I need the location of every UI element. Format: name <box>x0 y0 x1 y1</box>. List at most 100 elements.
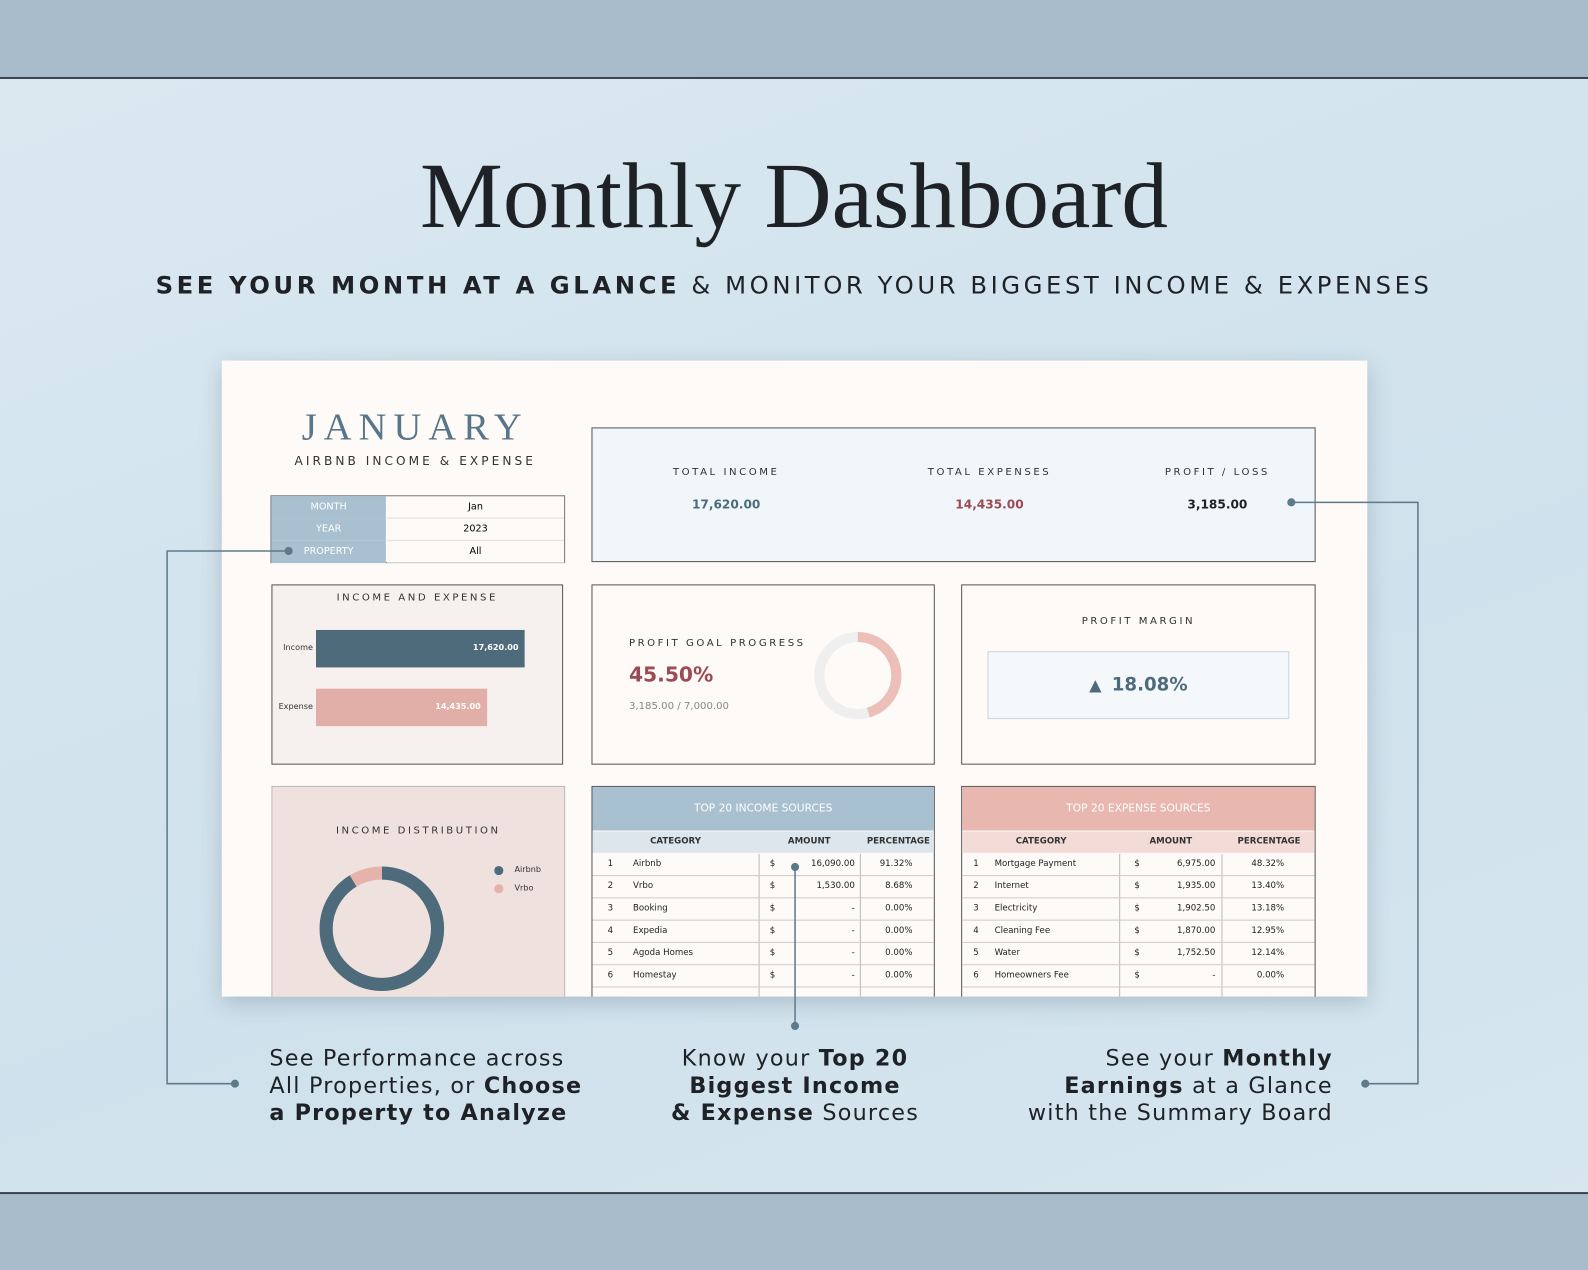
table-cell: 12.14% <box>1251 947 1285 959</box>
table-cell: Electricity <box>994 903 1038 914</box>
title: Monthly Dashboard <box>420 143 1168 248</box>
callout-line: & Expense Sources <box>592 1100 997 1127</box>
summary-value: 14,435.00 <box>955 497 1024 512</box>
column-header-row <box>962 831 1315 853</box>
table-cell: 48.32% <box>1251 858 1285 869</box>
callout-text: All Properties, or <box>269 1073 484 1099</box>
row-rule <box>592 875 934 877</box>
table-cell: - <box>851 925 855 936</box>
connector-dot <box>230 1079 240 1088</box>
column-header: CATEGORY <box>650 836 701 847</box>
table-cell: 3 <box>607 903 614 914</box>
row-rule <box>962 964 1315 966</box>
table-cell: 5 <box>973 947 979 959</box>
table-cell: - <box>851 970 855 981</box>
table-cell: $ <box>769 947 776 959</box>
panel-title: PROFIT GOAL PROGRESS <box>628 638 806 650</box>
table-cell: 12.95% <box>1251 925 1285 936</box>
donut-arc <box>814 631 902 720</box>
expense-table: TOP 20 EXPENSE SOURCES CATEGORY AMOUNT PERC… <box>961 785 1316 997</box>
filter-table: MONTH Jan YEAR 2023 PROPERTY All <box>270 495 566 565</box>
summary-label: TOTAL INCOME <box>672 466 780 479</box>
table-title: TOP 20 INCOME SOURCES <box>592 786 934 831</box>
table-cell: $ <box>1134 903 1140 914</box>
column-header: AMOUNT <box>787 836 831 847</box>
row-rule <box>592 986 934 988</box>
table-cell: Homestay <box>633 970 677 981</box>
panel-title: INCOME AND EXPENSE <box>336 592 498 604</box>
callout-text: Know your <box>681 1046 819 1072</box>
table-cell: - <box>851 947 855 959</box>
table-cell: - <box>1212 970 1216 981</box>
subtitle-bold: SEE YOUR MONTH AT A GLANCE <box>155 271 681 300</box>
row-rule <box>962 986 1315 988</box>
column-header-row <box>592 831 934 853</box>
table-cell: 1 <box>973 858 979 869</box>
callout: See Performance across All Properties, or… <box>269 1045 582 1127</box>
table-cell: 6,975.00 <box>1177 858 1216 869</box>
table-cell: 6 <box>607 970 614 981</box>
callout-text: See your <box>1105 1046 1223 1072</box>
legend-swatch <box>494 865 504 876</box>
callout-line: Earnings at a Glance <box>1028 1073 1333 1100</box>
callout-bold: & Expense <box>671 1100 815 1127</box>
table-cell: 1,870.00 <box>1177 925 1216 936</box>
callout-bold: Choose <box>483 1073 583 1099</box>
summary-value: 3,185.00 <box>1187 497 1248 512</box>
table-cell: 6 <box>973 970 979 981</box>
filter-value[interactable]: All <box>386 541 565 564</box>
callout-bold: a Property to Analyze <box>269 1100 568 1127</box>
bar: 14,435.00 <box>315 688 487 727</box>
row-rule <box>962 919 1315 921</box>
callout-line: See Performance across <box>269 1045 582 1072</box>
income-expense-panel: INCOME AND EXPENSE Income 17,620.00 Expense… <box>271 584 564 765</box>
callout-bold: Monthly <box>1222 1046 1333 1072</box>
table-cell: Booking <box>633 903 668 914</box>
callout: Know your Top 20 Biggest Income & Expense … <box>592 1045 997 1127</box>
summary-value: 17,620.00 <box>691 497 761 512</box>
table-title: TOP 20 EXPENSE SOURCES <box>962 786 1315 831</box>
margin-box: ▲ 18.08% <box>987 651 1290 720</box>
up-arrow: ▲ <box>1089 675 1102 695</box>
summary-label: TOTAL EXPENSES <box>927 466 1052 479</box>
table-cell: $ <box>1134 970 1140 981</box>
filter-value[interactable]: Jan <box>386 496 565 519</box>
row-rule <box>962 941 1315 943</box>
table-cell: 5 <box>607 947 614 959</box>
table-cell: 1,902.50 <box>1177 903 1216 914</box>
goal-detail: 3,185.00 / 7,000.00 <box>628 700 730 712</box>
profit-goal-panel: PROFIT GOAL PROGRESS 45.50% 3,185.00 / 7,0… <box>591 584 935 765</box>
table-cell: Internet <box>994 881 1029 892</box>
dashboard-subtitle: AIRBNB INCOME & EXPENSE <box>294 453 536 468</box>
table-cell: 8.68% <box>885 881 913 892</box>
column-header: PERCENTAGE <box>1237 836 1301 847</box>
table-cell: $ <box>1134 947 1140 959</box>
bar-value-label: 14,435.00 <box>435 701 481 711</box>
table-cell: 91.32% <box>879 858 913 869</box>
callout-text: at a Glance <box>1183 1073 1333 1099</box>
callout-text: with the Summary Board <box>1027 1100 1333 1127</box>
summary-board: TOTAL INCOME 17,620.00 TOTAL EXPENSES 14,43… <box>591 427 1316 563</box>
callout-bold: Earnings <box>1064 1073 1184 1099</box>
table-cell: Cleaning Fee <box>994 925 1051 936</box>
table-cell: 1,530.00 <box>816 881 855 892</box>
subtitle-rest: & MONITOR YOUR BIGGEST INCOME & EXPENSES <box>691 271 1433 300</box>
table-cell: 0.00% <box>885 925 913 936</box>
table-cell: Mortgage Payment <box>994 858 1077 869</box>
panel-title: PROFIT MARGIN <box>1081 615 1196 627</box>
bar-value-label: 17,620.00 <box>472 643 519 653</box>
table-cell: Airbnb <box>633 858 662 869</box>
table-cell: Expedia <box>633 925 668 936</box>
donut-segment <box>319 866 445 992</box>
margin-value: 18.08% <box>1111 674 1188 696</box>
subtitle: SEE YOUR MONTH AT A GLANCE & MONITOR YOU… <box>0 271 1588 299</box>
connector-dot <box>790 862 800 872</box>
column-rule <box>859 853 861 997</box>
profit-margin-panel: PROFIT MARGIN ▲ 18.08% <box>961 584 1316 765</box>
table-cell: 2 <box>607 881 614 892</box>
column-header: AMOUNT <box>1149 836 1193 847</box>
row-rule <box>962 897 1315 899</box>
table-cell: 0.00% <box>885 947 913 959</box>
callout-line: with the Summary Board <box>1028 1100 1333 1127</box>
table-cell: $ <box>1134 925 1140 936</box>
